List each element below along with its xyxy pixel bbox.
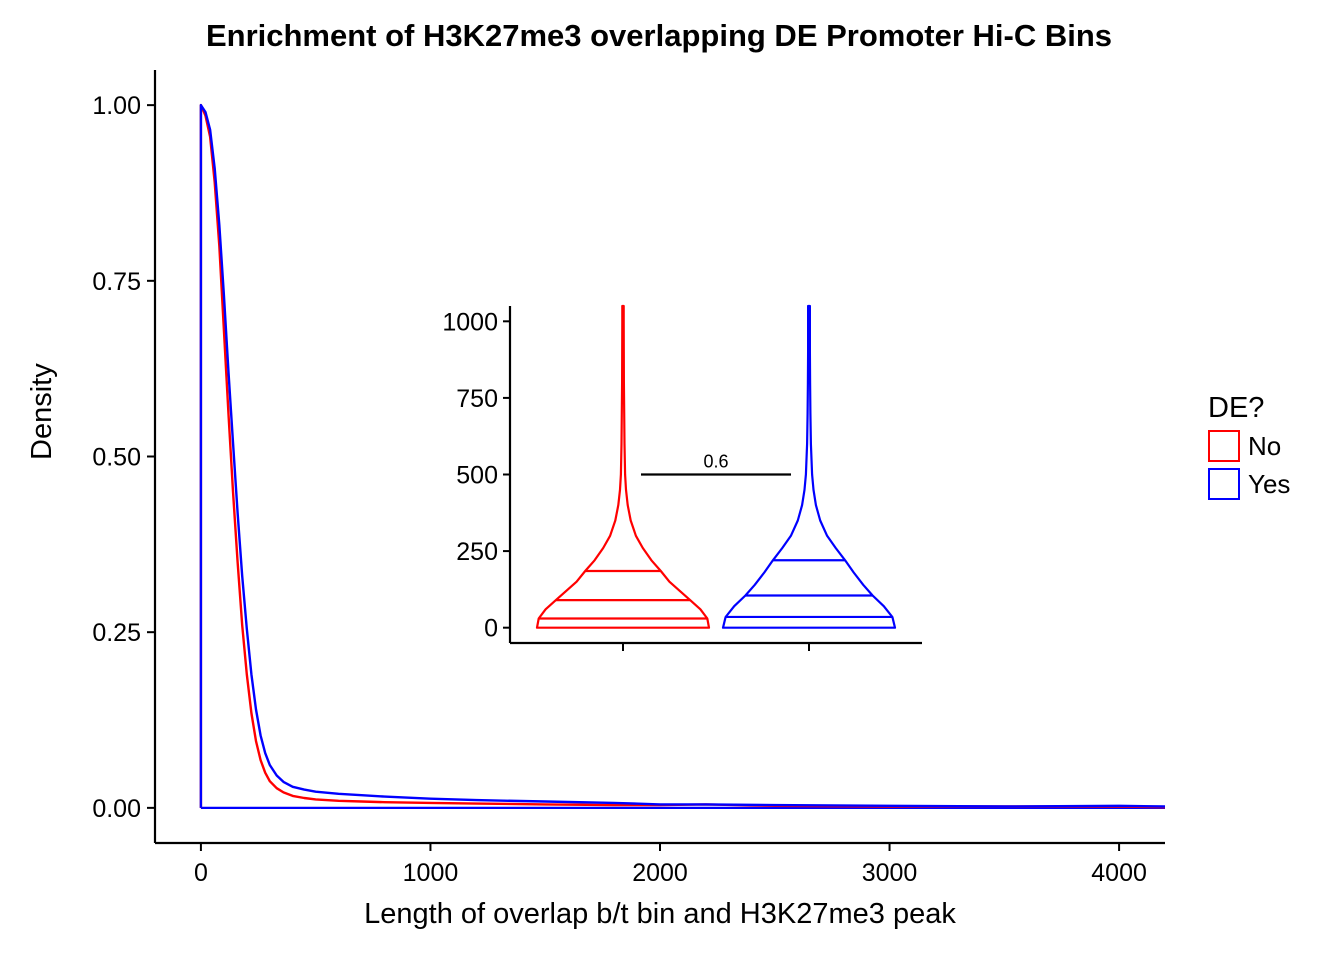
x-tick-label: 2000 bbox=[632, 859, 688, 887]
inset-y-tick-label: 1000 bbox=[442, 308, 498, 336]
legend-label-yes: Yes bbox=[1248, 468, 1291, 499]
legend-key-yes bbox=[1208, 468, 1240, 500]
y-tick-label: 1.00 bbox=[92, 92, 141, 120]
legend-label-no: No bbox=[1248, 430, 1282, 461]
violin-yes bbox=[721, 304, 897, 629]
y-tick-label: 0.75 bbox=[92, 268, 141, 296]
chart-title: Enrichment of H3K27me3 overlapping DE Pr… bbox=[205, 18, 1113, 53]
legend-item-yes: Yes bbox=[1208, 465, 1290, 503]
x-axis-label: Length of overlap b/t bin and H3K27me3 p… bbox=[364, 898, 956, 930]
legend-title: DE? bbox=[1208, 392, 1265, 424]
x-tick-label: 1000 bbox=[403, 859, 459, 887]
x-tick-label: 0 bbox=[194, 859, 208, 887]
y-tick-label: 0.00 bbox=[92, 795, 141, 823]
y-tick-label: 0.25 bbox=[92, 619, 141, 647]
inset-y-tick-label: 0 bbox=[484, 615, 498, 643]
inset-y-tick-label: 500 bbox=[456, 462, 498, 490]
violin-no bbox=[535, 304, 711, 629]
legend-key-no bbox=[1208, 430, 1240, 462]
inset-y-tick-label: 750 bbox=[456, 385, 498, 413]
comparison-p-value: 0.6 bbox=[703, 452, 728, 472]
y-tick-label: 0.50 bbox=[92, 444, 141, 472]
legend-item-no: No bbox=[1208, 427, 1290, 465]
density-line-yes bbox=[199, 103, 1166, 808]
inset-y-tick-label: 250 bbox=[456, 538, 498, 566]
density-line-no bbox=[199, 103, 1166, 809]
x-tick-label: 4000 bbox=[1091, 859, 1147, 887]
legend: DE? No Yes bbox=[1208, 392, 1290, 503]
x-tick-label: 3000 bbox=[862, 859, 918, 887]
